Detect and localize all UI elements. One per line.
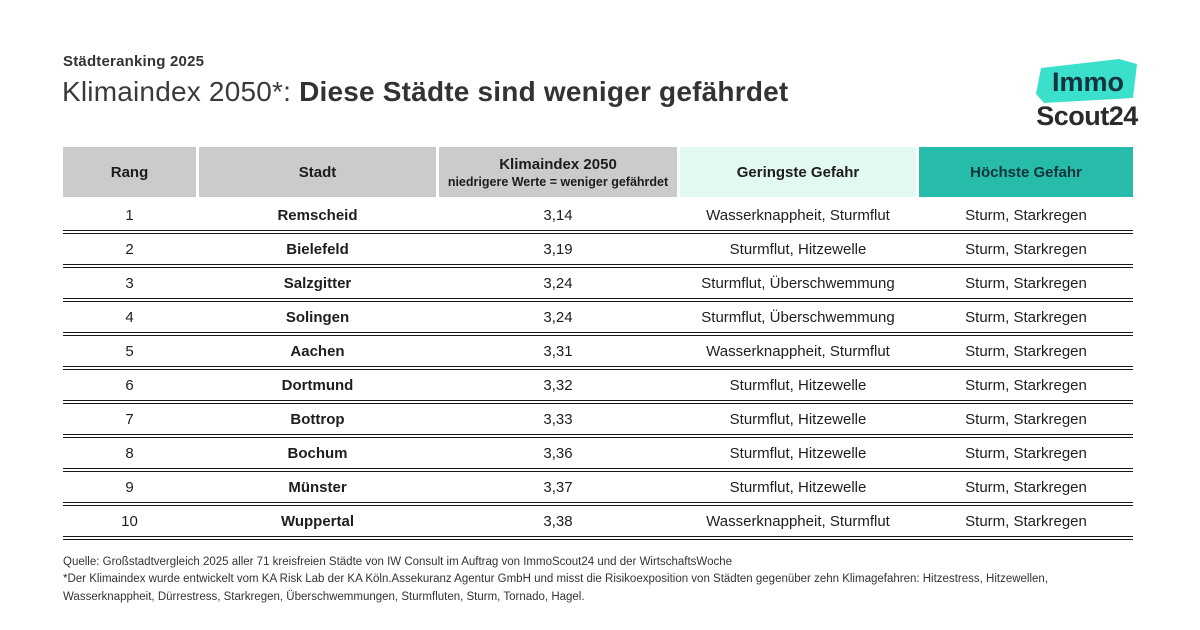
- table-row: 3 Salzgitter 3,24 Sturmflut, Überschwemm…: [63, 268, 1133, 302]
- cell-highest-danger: Sturm, Starkregen: [965, 342, 1087, 360]
- cell-index: 3,24: [543, 274, 573, 292]
- col-header-rang-label: Rang: [110, 163, 149, 181]
- cell-lowest-danger: Sturmflut, Hitzewelle: [729, 444, 867, 462]
- cell-highest-danger: Sturm, Starkregen: [965, 376, 1087, 394]
- cell-highest-danger: Sturm, Starkregen: [965, 240, 1087, 258]
- cell-lowest-danger: Wasserknappheit, Sturmflut: [706, 342, 890, 360]
- cell-highest-danger: Sturm, Starkregen: [965, 512, 1087, 530]
- immoscout24-logo: Immo Scout24: [1032, 58, 1142, 131]
- cell-highest-danger: Sturm, Starkregen: [965, 274, 1087, 292]
- cell-lowest-danger: Sturmflut, Überschwemmung: [701, 308, 895, 326]
- footnote-line-hazards: Wasserknappheit, Dürrestress, Starkregen…: [63, 590, 585, 603]
- col-header-klimaindex-subtitle: niedrigere Werte = weniger gefährdet: [447, 174, 669, 189]
- cell-rank: 5: [125, 342, 134, 360]
- page-title: Klimaindex 2050*: Diese Städte sind weni…: [62, 76, 788, 108]
- source-footnote: Quelle: Großstadtvergleich 2025 aller 71…: [63, 554, 1153, 606]
- col-header-stadt-label: Stadt: [298, 163, 337, 181]
- table-row: 6 Dortmund 3,32 Sturmflut, Hitzewelle St…: [63, 370, 1133, 404]
- cell-index: 3,24: [543, 308, 573, 326]
- table-row: 8 Bochum 3,36 Sturmflut, Hitzewelle Stur…: [63, 438, 1133, 472]
- table-row: 7 Bottrop 3,33 Sturmflut, Hitzewelle Stu…: [63, 404, 1133, 438]
- logo-immo-text: Immo: [1052, 67, 1124, 97]
- cell-rank: 3: [125, 274, 134, 292]
- col-header-stadt: Stadt: [199, 147, 436, 197]
- cell-rank: 8: [125, 444, 134, 462]
- table-row: 10 Wuppertal 3,38 Wasserknappheit, Sturm…: [63, 506, 1133, 540]
- table-header-row: Rang Stadt Klimaindex 2050 niedrigere We…: [63, 147, 1133, 197]
- cell-rank: 4: [125, 308, 134, 326]
- cell-highest-danger: Sturm, Starkregen: [965, 206, 1087, 224]
- table-row: 1 Remscheid 3,14 Wasserknappheit, Sturmf…: [63, 200, 1133, 234]
- eyebrow-label: Städteranking 2025: [63, 53, 205, 70]
- cell-rank: 7: [125, 410, 134, 428]
- cell-index: 3,38: [543, 512, 573, 530]
- cell-city: Bottrop: [290, 410, 345, 428]
- col-header-klimaindex-title: Klimaindex 2050: [499, 155, 617, 173]
- cell-lowest-danger: Sturmflut, Hitzewelle: [729, 240, 867, 258]
- cell-city: Aachen: [290, 342, 345, 360]
- cell-city: Münster: [288, 478, 347, 496]
- cell-lowest-danger: Sturmflut, Überschwemmung: [701, 274, 895, 292]
- cell-city: Wuppertal: [280, 512, 355, 530]
- cell-lowest-danger: Sturmflut, Hitzewelle: [729, 410, 867, 428]
- cell-highest-danger: Sturm, Starkregen: [965, 478, 1087, 496]
- logo-sticker-icon: Immo: [1036, 59, 1137, 103]
- col-header-geringste-gefahr: Geringste Gefahr: [680, 147, 916, 197]
- page-title-regular: Klimaindex 2050*:: [62, 76, 300, 107]
- logo-scout24-text: Scout24: [1036, 101, 1138, 131]
- table-row: 5 Aachen 3,31 Wasserknappheit, Sturmflut…: [63, 336, 1133, 370]
- cell-city: Bielefeld: [286, 240, 349, 258]
- col-header-geringste-label: Geringste Gefahr: [736, 163, 860, 181]
- cell-city: Salzgitter: [283, 274, 352, 292]
- cell-index: 3,36: [543, 444, 573, 462]
- cell-rank: 9: [125, 478, 134, 496]
- ranking-table: Rang Stadt Klimaindex 2050 niedrigere We…: [63, 147, 1133, 540]
- page-title-bold: Diese Städte sind weniger gefährdet: [299, 76, 789, 107]
- table-row: 2 Bielefeld 3,19 Sturmflut, Hitzewelle S…: [63, 234, 1133, 268]
- cell-highest-danger: Sturm, Starkregen: [965, 410, 1087, 428]
- footnote-line-method: *Der Klimaindex wurde entwickelt vom KA …: [63, 573, 1049, 586]
- cell-index: 3,31: [543, 342, 573, 360]
- col-header-klimaindex: Klimaindex 2050 niedrigere Werte = wenig…: [439, 147, 677, 197]
- table-row: 9 Münster 3,37 Sturmflut, Hitzewelle Stu…: [63, 472, 1133, 506]
- cell-city: Dortmund: [281, 376, 354, 394]
- cell-rank: 1: [125, 206, 134, 224]
- cell-city: Remscheid: [277, 206, 358, 224]
- cell-lowest-danger: Sturmflut, Hitzewelle: [729, 376, 867, 394]
- table-body: 1 Remscheid 3,14 Wasserknappheit, Sturmf…: [63, 200, 1133, 540]
- cell-rank: 2: [125, 240, 134, 258]
- cell-city: Bochum: [287, 444, 348, 462]
- col-header-hoechste-label: Höchste Gefahr: [970, 163, 1082, 181]
- cell-lowest-danger: Wasserknappheit, Sturmflut: [706, 512, 890, 530]
- cell-index: 3,33: [543, 410, 573, 428]
- cell-rank: 10: [121, 512, 138, 530]
- footnote-line-source: Quelle: Großstadtvergleich 2025 aller 71…: [63, 556, 733, 568]
- logo-sticker: Immo: [1035, 58, 1139, 104]
- cell-city: Solingen: [285, 308, 350, 326]
- cell-highest-danger: Sturm, Starkregen: [965, 444, 1087, 462]
- cell-rank: 6: [125, 376, 134, 394]
- table-row: 4 Solingen 3,24 Sturmflut, Überschwemmun…: [63, 302, 1133, 336]
- cell-index: 3,32: [543, 376, 573, 394]
- col-header-rang: Rang: [63, 147, 196, 197]
- cell-lowest-danger: Wasserknappheit, Sturmflut: [706, 206, 890, 224]
- cell-lowest-danger: Sturmflut, Hitzewelle: [729, 478, 867, 496]
- cell-index: 3,14: [543, 206, 573, 224]
- cell-index: 3,37: [543, 478, 573, 496]
- cell-index: 3,19: [543, 240, 573, 258]
- col-header-hoechste-gefahr: Höchste Gefahr: [919, 147, 1133, 197]
- cell-highest-danger: Sturm, Starkregen: [965, 308, 1087, 326]
